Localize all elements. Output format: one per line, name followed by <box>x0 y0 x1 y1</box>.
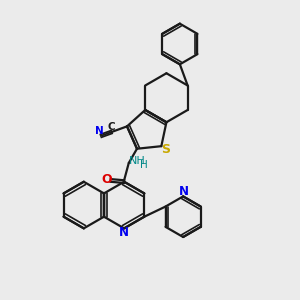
Text: N: N <box>179 185 189 198</box>
Text: C: C <box>108 122 116 132</box>
Text: H: H <box>140 160 148 170</box>
Text: S: S <box>161 143 170 156</box>
Text: NH: NH <box>129 156 146 166</box>
Text: O: O <box>102 172 112 186</box>
Text: N: N <box>119 226 129 239</box>
Text: N: N <box>95 126 104 136</box>
